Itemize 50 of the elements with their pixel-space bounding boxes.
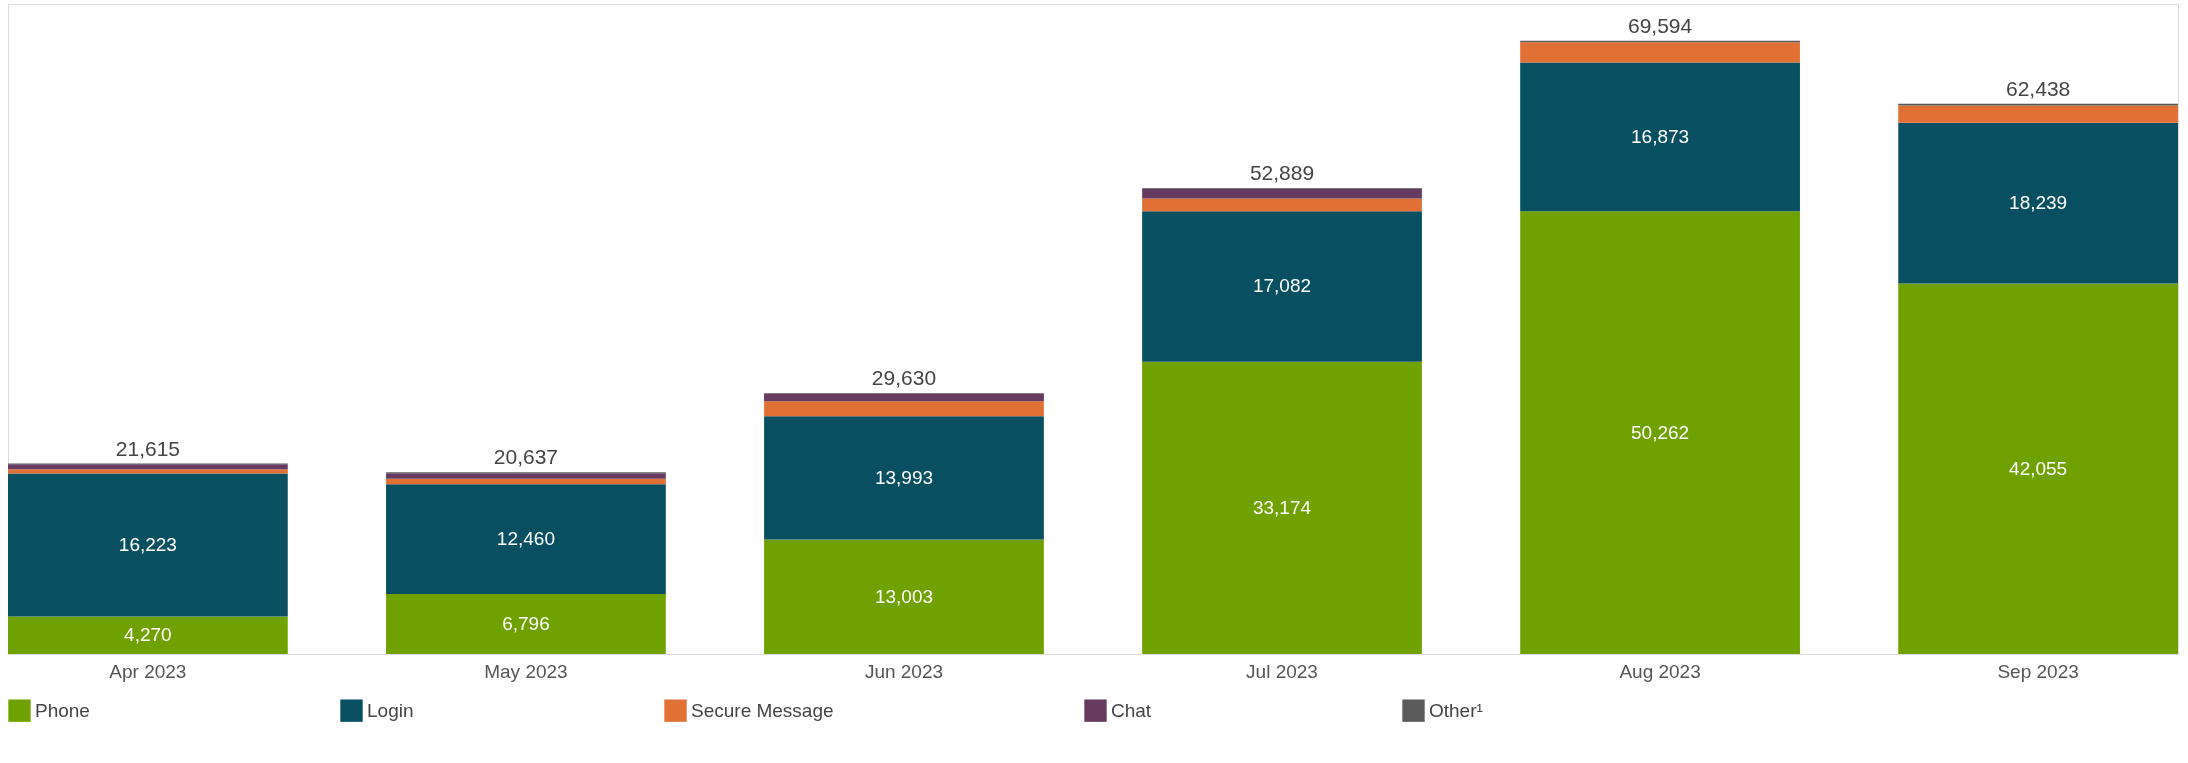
total-label: 52,889 bbox=[1249, 160, 1315, 184]
data-label: 16,223 bbox=[118, 533, 177, 555]
data-label: 12,460 bbox=[496, 528, 555, 550]
bar bbox=[8, 469, 288, 474]
legend-label: Phone bbox=[35, 699, 90, 721]
total-label: 29,630 bbox=[871, 365, 937, 389]
data-label: 13,003 bbox=[874, 585, 934, 607]
data-label: 17,082 bbox=[1252, 275, 1312, 297]
total-label: 69,594 bbox=[1627, 13, 1693, 37]
x-tick-label: Jul 2023 bbox=[1246, 660, 1318, 682]
x-tick-label: Aug 2023 bbox=[1619, 660, 1701, 682]
bar bbox=[1142, 361, 1422, 654]
bar bbox=[1520, 42, 1800, 63]
bar bbox=[386, 473, 666, 479]
legend-label: Login bbox=[367, 699, 414, 721]
legend-label: Chat bbox=[1111, 699, 1152, 721]
bar bbox=[764, 539, 1044, 654]
bar bbox=[386, 484, 666, 595]
bar bbox=[764, 393, 1044, 402]
bar bbox=[8, 473, 288, 617]
bar bbox=[764, 401, 1044, 417]
data-label: 42,055 bbox=[2009, 457, 2068, 479]
data-label: 13,993 bbox=[874, 466, 934, 488]
bar bbox=[386, 594, 666, 654]
bar bbox=[1898, 283, 2178, 654]
x-tick-label: May 2023 bbox=[484, 660, 568, 682]
bar bbox=[764, 416, 1044, 540]
x-tick-label: Apr 2023 bbox=[109, 660, 187, 682]
total-label: 21,615 bbox=[115, 436, 180, 460]
bar bbox=[1142, 188, 1422, 199]
bar bbox=[1142, 211, 1422, 362]
data-label: 4,270 bbox=[124, 624, 172, 646]
data-label: 33,174 bbox=[1252, 496, 1312, 518]
bar bbox=[8, 616, 288, 654]
x-tick-label: Sep 2023 bbox=[1997, 660, 2079, 682]
bar bbox=[1898, 105, 2178, 123]
bar bbox=[1142, 198, 1422, 212]
x-tick-label: Jun 2023 bbox=[864, 660, 944, 682]
bar bbox=[1520, 62, 1800, 212]
bar bbox=[8, 464, 288, 470]
data-label: 16,873 bbox=[1631, 125, 1690, 147]
data-label: 50,262 bbox=[1631, 421, 1690, 443]
total-label: 20,637 bbox=[493, 445, 559, 469]
data-label: 6,796 bbox=[502, 613, 550, 635]
legend-label: Other¹ bbox=[1429, 699, 1483, 721]
legend-label: Secure Message bbox=[691, 699, 834, 721]
bar bbox=[1520, 211, 1800, 654]
total-label: 62,438 bbox=[2006, 76, 2071, 100]
data-label: 18,239 bbox=[2009, 192, 2068, 214]
bar bbox=[1898, 122, 2178, 284]
